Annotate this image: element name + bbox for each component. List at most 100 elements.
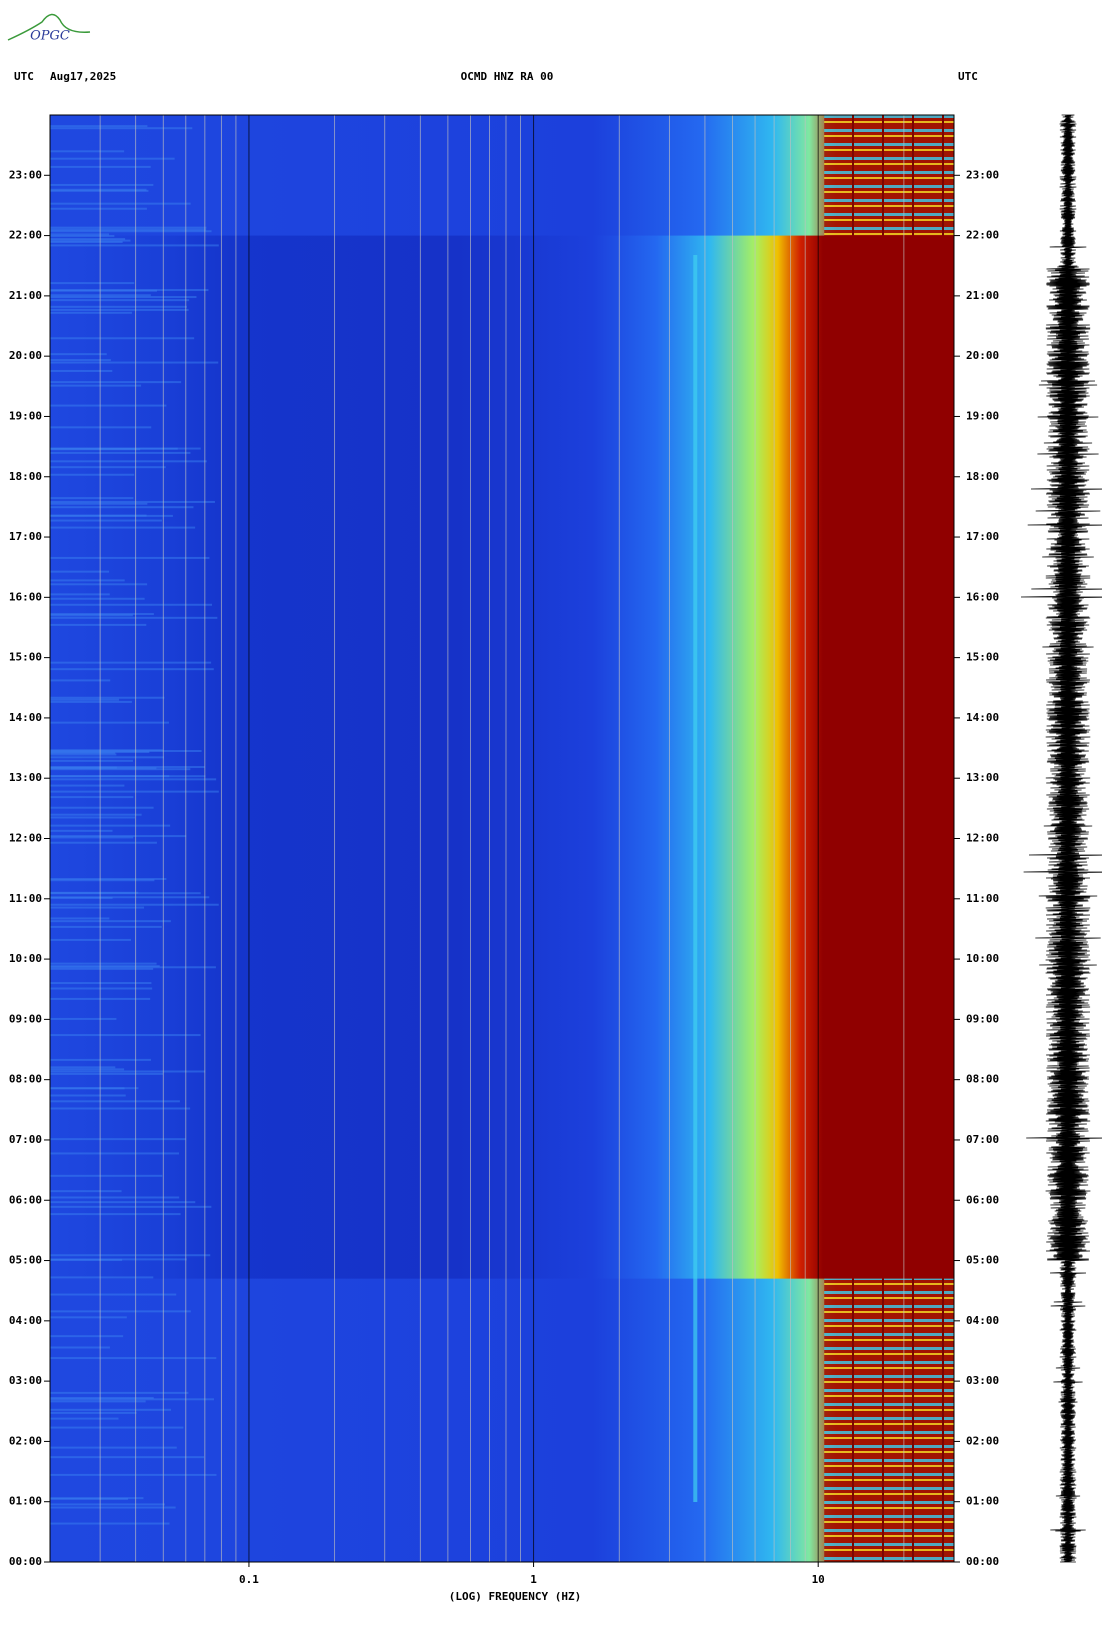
- spectrogram-band: [50, 447, 178, 450]
- spectrogram-band: [50, 1100, 180, 1103]
- spectrogram-band: [50, 1174, 163, 1177]
- spectrogram-band: [50, 384, 142, 387]
- spectrogram-band: [50, 451, 191, 454]
- spectrogram-band: [50, 289, 209, 292]
- spectrogram-band: [50, 1417, 119, 1420]
- spectrogram-band: [50, 896, 113, 899]
- spectrogram-band: [50, 766, 205, 769]
- y-tick-label-right: 01:00: [966, 1495, 999, 1508]
- spectrogram-band: [50, 1070, 206, 1073]
- spectrogram-band: [50, 753, 117, 756]
- y-tick-label-left: 11:00: [9, 892, 42, 905]
- spectrogram-band: [50, 1213, 181, 1216]
- spectrogram-band: [50, 1276, 154, 1279]
- spectrogram-band: [50, 829, 113, 832]
- spectrogram-band: [50, 824, 171, 827]
- y-tick-label-left: 21:00: [9, 289, 42, 302]
- y-tick-label-left: 14:00: [9, 711, 42, 724]
- y-tick-label-right: 22:00: [966, 229, 999, 242]
- spectrogram-band: [50, 127, 193, 130]
- spectrogram-band: [50, 1396, 154, 1399]
- spectrogram-band: [50, 751, 150, 754]
- left-header: UTC: [14, 70, 34, 83]
- spectrogram-band: [50, 361, 219, 364]
- spectrogram-band: [50, 337, 195, 340]
- spectrogram-band: [50, 1456, 205, 1459]
- spectrogram-band: [50, 1398, 215, 1401]
- spectrogram-band: [50, 796, 134, 799]
- spectrogram-band: [50, 700, 132, 703]
- spectrogram-band: [50, 896, 210, 899]
- spectrogram-band: [50, 593, 110, 596]
- spectrogram-band: [50, 466, 166, 469]
- spectrogram-band: [50, 1190, 122, 1193]
- spectrogram-band: [50, 1522, 170, 1525]
- y-tick-label-left: 16:00: [9, 590, 42, 603]
- spectrogram-band: [50, 500, 215, 503]
- y-tick-label-left: 23:00: [9, 168, 42, 181]
- spectrogram-band: [50, 502, 148, 505]
- logo: OPGC: [7, 13, 91, 44]
- spectrogram-band: [50, 299, 190, 302]
- y-tick-label-right: 07:00: [966, 1133, 999, 1146]
- spectrogram-band: [50, 879, 155, 882]
- y-tick-label-left: 08:00: [9, 1073, 42, 1086]
- spectrogram-band: [50, 877, 167, 880]
- y-tick-label-right: 19:00: [966, 409, 999, 422]
- spectrogram-band: [50, 920, 171, 923]
- spectrogram-band: [50, 982, 152, 985]
- spectrogram-band: [50, 813, 142, 816]
- spectrogram-band: [50, 906, 145, 909]
- spectrogram-band: [50, 1072, 164, 1075]
- spectrogram-band: [50, 1205, 212, 1208]
- x-tick-label: 0.1: [239, 1573, 259, 1586]
- spectrogram-band: [50, 426, 152, 429]
- spectrogram-band: [50, 623, 147, 626]
- spectrogram-band: [50, 308, 189, 311]
- spectrogram-band: [50, 938, 132, 941]
- y-tick-label-right: 12:00: [966, 832, 999, 845]
- y-tick-label-right: 00:00: [966, 1555, 999, 1568]
- y-tick-label-left: 06:00: [9, 1193, 42, 1206]
- spectrogram-band: [50, 230, 212, 233]
- spectrogram-band: [50, 1400, 146, 1403]
- x-axis-label: (LOG) FREQUENCY (HZ): [449, 1590, 581, 1603]
- spectrogram-band: [50, 1258, 187, 1261]
- spectrogram-band: [50, 987, 153, 990]
- spectrogram-band: [50, 305, 187, 308]
- spectrogram-band: [50, 583, 148, 586]
- y-tick-label-left: 18:00: [9, 470, 42, 483]
- spectrogram-noise-top: [824, 115, 954, 236]
- y-tick-label-left: 19:00: [9, 409, 42, 422]
- spectrogram-band: [50, 238, 126, 241]
- spectrogram-band: [50, 891, 139, 894]
- spectrogram-band: [50, 239, 131, 242]
- y-tick-label-right: 13:00: [966, 771, 999, 784]
- spectrogram-band: [50, 925, 162, 928]
- x-tick-label: 10: [812, 1573, 825, 1586]
- spectrogram-band: [50, 207, 147, 210]
- spectrogram-band: [50, 473, 135, 476]
- spectrogram-band: [50, 597, 145, 600]
- spectrogram-noise-bottom: [824, 1278, 954, 1562]
- y-tick-label-left: 05:00: [9, 1254, 42, 1267]
- spectrogram-band: [50, 1152, 180, 1155]
- y-tick-label-left: 10:00: [9, 952, 42, 965]
- spectrogram-band: [50, 244, 219, 247]
- spectrogram-band: [50, 696, 165, 699]
- x-tick-label: 1: [530, 1573, 537, 1586]
- spectrogram-quiet-bottom: [50, 1278, 954, 1562]
- spectrogram-band: [50, 1503, 165, 1506]
- spectrogram-band: [50, 721, 169, 724]
- y-tick-label-right: 20:00: [966, 349, 999, 362]
- spectrogram-band: [50, 1357, 217, 1360]
- spectrogram-band: [50, 125, 148, 128]
- spectrogram-band: [50, 806, 154, 809]
- spectrogram-band: [50, 603, 212, 606]
- spectrogram-band: [50, 668, 214, 671]
- spectrogram-band: [50, 784, 125, 787]
- spectrogram-band: [50, 1138, 186, 1141]
- spectrogram-band: [50, 282, 135, 285]
- spectrogram-band: [50, 917, 110, 920]
